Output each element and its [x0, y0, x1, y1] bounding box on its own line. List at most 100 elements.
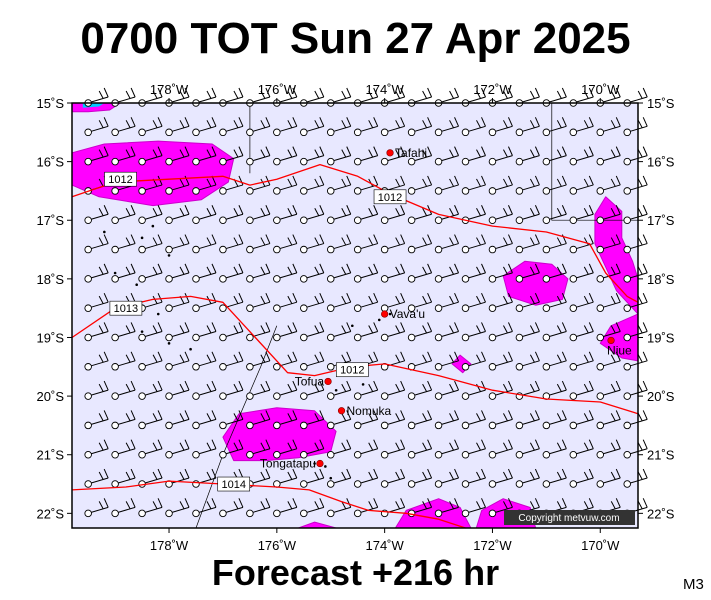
wind-barb: [461, 234, 486, 254]
island: [135, 283, 138, 287]
wind-barb: [542, 322, 567, 342]
wind-barb: [353, 498, 379, 518]
wind-barb: [461, 498, 486, 518]
wind-barb: [515, 205, 540, 224]
svg-text:1012: 1012: [108, 174, 132, 186]
wind-barb: [111, 263, 136, 283]
wind-barb: [300, 410, 325, 430]
wind-barb: [192, 498, 217, 518]
wind-barb: [273, 234, 298, 254]
wind-barb: [300, 380, 325, 400]
island: [167, 342, 171, 345]
wind-barb: [138, 468, 163, 488]
x-tick-label-top: 172˚W: [473, 82, 512, 97]
wind-barb: [407, 468, 433, 488]
wind-barb: [326, 322, 352, 342]
wind-barb: [407, 351, 433, 371]
wind-barb: [596, 380, 621, 400]
wind-barb: [192, 205, 217, 224]
wind-barb: [434, 117, 460, 137]
wind-barb: [380, 234, 406, 254]
copyright-badge: Copyright metvuw.com: [504, 510, 635, 525]
wind-barb: [488, 117, 513, 137]
wind-barb: [165, 117, 190, 137]
wind-barb: [515, 263, 540, 283]
wind-barb: [596, 175, 621, 195]
rain-area: [222, 407, 337, 462]
wind-barb: [219, 498, 244, 518]
wind-barb: [192, 117, 217, 137]
y-tick-label-left: 17˚S: [37, 213, 65, 228]
island: [361, 383, 365, 386]
wind-barb: [461, 146, 486, 166]
wind-barb: [542, 205, 567, 224]
wind-barb: [111, 234, 136, 254]
wind-barb: [219, 263, 244, 283]
wind-barb: [596, 322, 621, 342]
forecast-hour-label: Forecast +216 hr: [211, 552, 500, 593]
wind-barb: [84, 351, 109, 371]
wind-barb: [515, 117, 540, 137]
wind-barb: [326, 468, 352, 488]
y-tick-label-right: 20˚S: [647, 389, 675, 404]
wind-barb: [380, 205, 406, 224]
wind-barb: [84, 322, 109, 342]
wind-barb: [300, 146, 325, 166]
wind-barb: [300, 439, 325, 459]
wind-barb: [326, 117, 352, 137]
wind-barb: [488, 146, 513, 166]
y-tick-label-left: 22˚S: [37, 506, 65, 521]
wind-barb: [461, 322, 486, 342]
wind-barb: [353, 234, 379, 254]
wind-barb: [596, 117, 621, 137]
wind-barb: [434, 410, 460, 430]
wind-barb: [569, 146, 594, 166]
wind-barb: [246, 380, 271, 400]
wind-barb: [219, 292, 244, 312]
wind-barb: [515, 468, 540, 488]
wind-barb: [138, 205, 163, 224]
wind-barb: [596, 439, 621, 459]
x-tick-label-bottom: 178˚W: [150, 538, 189, 553]
wind-barb: [246, 351, 271, 371]
wind-barb: [380, 263, 406, 283]
island: [113, 271, 117, 275]
wind-barb: [246, 410, 271, 430]
wind-barb: [353, 322, 379, 342]
y-tick-label-right: 21˚S: [647, 448, 675, 463]
isobar-label: 1012: [336, 362, 369, 378]
wind-barb: [407, 117, 433, 137]
wind-barb: [300, 263, 325, 283]
place-label: Tongatapu: [260, 457, 316, 471]
wind-barb: [515, 146, 540, 166]
wind-barb: [273, 410, 298, 430]
wind-barb: [165, 205, 190, 224]
place-label: Nomuka: [347, 404, 392, 418]
wind-barb: [300, 205, 325, 224]
wind-barb: [623, 292, 648, 312]
wind-barb: [165, 351, 190, 371]
wind-barb: [84, 205, 109, 224]
map-title: 0700 TOT Sun 27 Apr 2025: [80, 14, 631, 63]
wind-barb: [111, 380, 136, 400]
x-tick-label-bottom: 174˚W: [365, 538, 404, 553]
wind-barb: [246, 234, 271, 254]
wind-barb: [488, 410, 513, 430]
wind-barb: [138, 380, 163, 400]
wind-barb: [165, 146, 190, 166]
rain-area: [502, 260, 569, 306]
wind-barb: [542, 234, 567, 254]
wind-barb: [326, 498, 352, 518]
wind-barb: [434, 175, 460, 195]
place-label: Vava'u: [390, 307, 425, 321]
town-marker: [337, 407, 346, 415]
wind-barb: [138, 263, 163, 283]
y-tick-label-right: 19˚S: [647, 330, 675, 345]
island: [140, 330, 144, 333]
islands: [103, 224, 392, 480]
wind-barb: [488, 439, 513, 459]
town-marker: [386, 149, 394, 157]
wind-barb: [273, 498, 298, 518]
wind-barb: [138, 175, 163, 195]
